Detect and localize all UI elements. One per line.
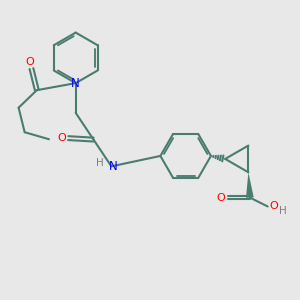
Text: H: H xyxy=(96,158,104,168)
Text: N: N xyxy=(71,76,80,90)
Text: O: O xyxy=(217,193,225,202)
Text: N: N xyxy=(109,160,117,173)
Text: H: H xyxy=(279,206,287,216)
Text: O: O xyxy=(269,202,278,212)
Text: O: O xyxy=(26,57,34,67)
Text: O: O xyxy=(57,133,66,143)
Polygon shape xyxy=(246,172,254,198)
